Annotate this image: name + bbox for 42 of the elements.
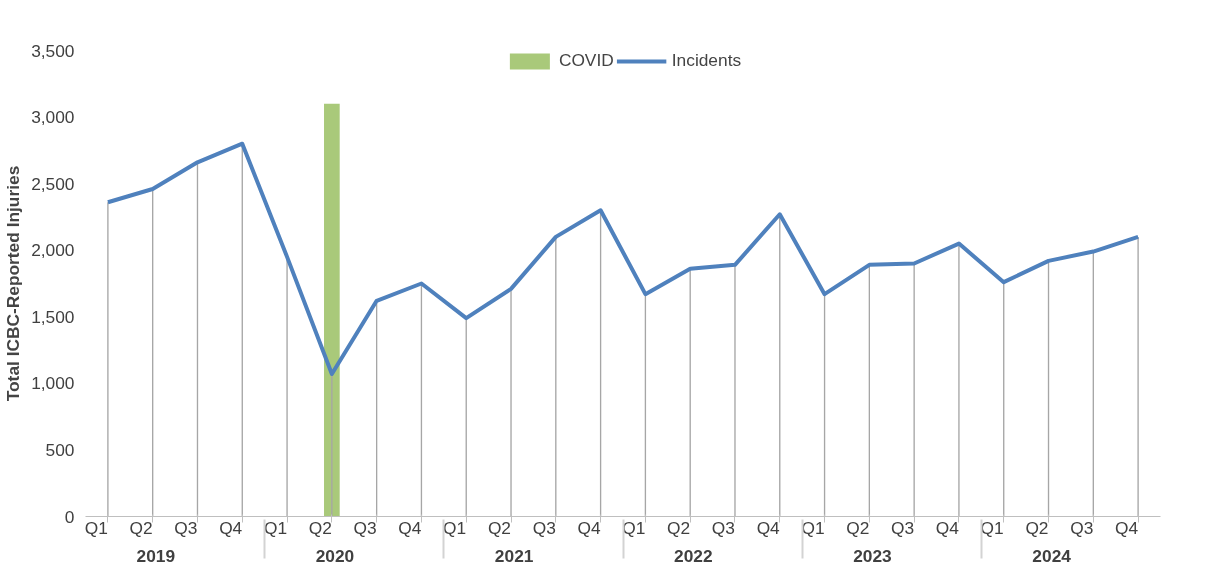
y-tick-label: 1,500: [31, 306, 75, 327]
bar: [324, 103, 340, 517]
x-tick-label: Q2: [667, 517, 691, 538]
x-tick-label: Q1: [443, 517, 467, 538]
text: 2024: [1032, 545, 1072, 566]
x-tick-label: Q3: [174, 517, 198, 538]
y-tick-label: 3,000: [31, 107, 75, 128]
x-tick-label: Q1: [263, 517, 288, 538]
y-tick-label: 0: [64, 506, 75, 527]
text: 2022: [674, 545, 713, 566]
x-tick-label: Q3: [353, 517, 377, 538]
legend-label: Incidents: [671, 50, 742, 71]
x-tick-label: Q2: [846, 517, 870, 538]
x-tick-label: Q3: [891, 517, 915, 538]
line-series: [105, 141, 1141, 377]
x-tick-label: Q4: [219, 517, 243, 538]
y-tick-label: 2,500: [31, 173, 75, 194]
x-tick-label: Q4: [398, 517, 422, 538]
x-tick-label: Q3: [1070, 517, 1094, 538]
y-tick-label: 500: [45, 439, 75, 460]
x-tick-label: Q4: [935, 517, 960, 538]
x-tick-label: Q2: [129, 517, 153, 538]
x-tick-label: Q1: [801, 517, 825, 538]
x-tick-label: Q2: [487, 517, 512, 538]
y-tick-label: 1,000: [31, 373, 75, 394]
y-tick-label: 3,500: [31, 40, 75, 61]
x-tick-label: Q1: [84, 517, 108, 538]
legend-label: COVID: [558, 50, 614, 71]
text: 2023: [853, 545, 893, 566]
x-tick-label: Q3: [532, 517, 556, 538]
text: 2021: [494, 545, 534, 566]
text: 2019: [136, 545, 176, 566]
x-tick-label: Q2: [1025, 517, 1049, 538]
x-tick-label: Q3: [711, 517, 735, 538]
text: 2020: [315, 545, 355, 566]
y-axis-title: Total ICBC-Reported Injuries: [3, 165, 24, 402]
x-tick-label: Q4: [577, 517, 601, 538]
x-tick-label: Q4: [756, 517, 781, 538]
x-tick-label: Q2: [308, 517, 332, 538]
x-tick-label: Q4: [1114, 517, 1139, 538]
x-tick-label: Q1: [980, 517, 1004, 538]
y-tick-label: 2,000: [31, 240, 75, 261]
